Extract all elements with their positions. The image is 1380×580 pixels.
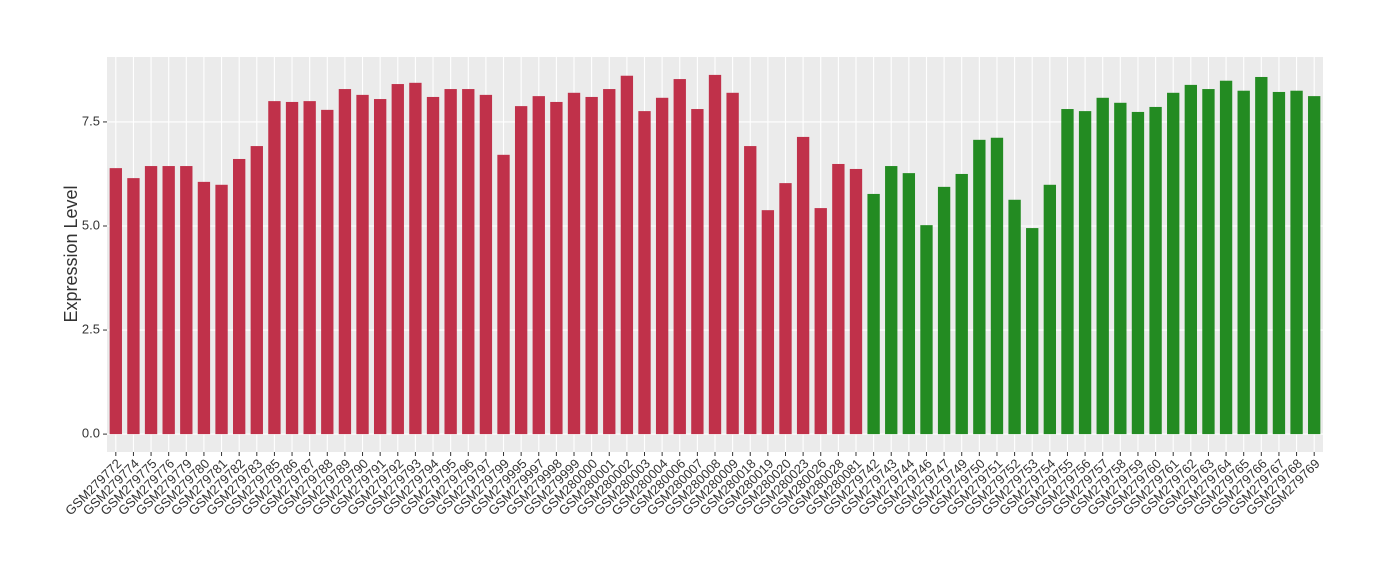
- bar: [885, 166, 898, 435]
- bar: [215, 184, 228, 435]
- bar: [497, 154, 510, 435]
- bar: [479, 94, 493, 435]
- bar: [426, 96, 440, 435]
- bar: [109, 168, 122, 435]
- bar: [779, 183, 792, 435]
- bar: [849, 168, 863, 435]
- y-tick-label: 2.5: [82, 321, 100, 336]
- bar: [1272, 91, 1286, 435]
- bar: [761, 210, 775, 435]
- bar: [197, 181, 211, 435]
- bar: [268, 101, 281, 435]
- bar: [1026, 228, 1039, 435]
- bar: [250, 146, 263, 435]
- bar: [233, 158, 246, 435]
- bar: [1078, 111, 1092, 435]
- bar: [567, 92, 581, 435]
- bar: [708, 74, 722, 435]
- bar: [373, 99, 387, 435]
- bar: [532, 96, 545, 435]
- bar: [673, 79, 686, 435]
- bar: [1131, 111, 1145, 435]
- bar: [638, 111, 651, 435]
- bar: [1237, 90, 1250, 435]
- bar: [391, 84, 404, 435]
- bar: [955, 173, 968, 435]
- bar: [1096, 97, 1109, 435]
- bar: [180, 166, 193, 435]
- bar: [1061, 109, 1074, 435]
- bar: [1255, 76, 1268, 435]
- bar: [726, 92, 739, 435]
- bar: [162, 166, 175, 435]
- bar: [1149, 106, 1162, 435]
- bar: [990, 137, 1004, 435]
- bar: [691, 109, 704, 435]
- bar: [867, 193, 880, 435]
- bar: [814, 208, 827, 435]
- bar: [603, 89, 616, 435]
- bar: [832, 163, 845, 435]
- bar: [920, 225, 933, 435]
- bar: [1290, 90, 1303, 435]
- bar: [744, 146, 757, 435]
- bar: [796, 136, 810, 435]
- bar: [144, 166, 158, 435]
- bar: [973, 139, 986, 435]
- bar: [1184, 84, 1197, 435]
- bar: [1043, 184, 1057, 435]
- bar: [127, 178, 140, 435]
- bar: [1219, 80, 1233, 435]
- bar: [303, 101, 316, 435]
- bar: [902, 173, 916, 435]
- y-tick-label: 0.0: [82, 426, 100, 441]
- bar: [585, 96, 598, 435]
- y-axis-title: Expression Level: [61, 185, 81, 322]
- y-tick-label: 7.5: [82, 113, 100, 128]
- bar: [1202, 89, 1215, 435]
- bar: [1008, 199, 1021, 435]
- bar: [1114, 102, 1127, 435]
- bar: [321, 109, 334, 435]
- y-tick-label: 5.0: [82, 217, 100, 232]
- bar: [514, 106, 528, 435]
- bar: [444, 89, 457, 435]
- bar: [462, 89, 475, 435]
- bar: [338, 89, 352, 435]
- bar: [1167, 92, 1180, 435]
- bar: [620, 75, 634, 435]
- bar: [285, 101, 299, 435]
- bar: [356, 94, 369, 435]
- bar: [655, 97, 669, 435]
- bar: [409, 82, 422, 435]
- bar: [550, 101, 563, 435]
- bar: [937, 186, 951, 435]
- bar: [1308, 96, 1321, 435]
